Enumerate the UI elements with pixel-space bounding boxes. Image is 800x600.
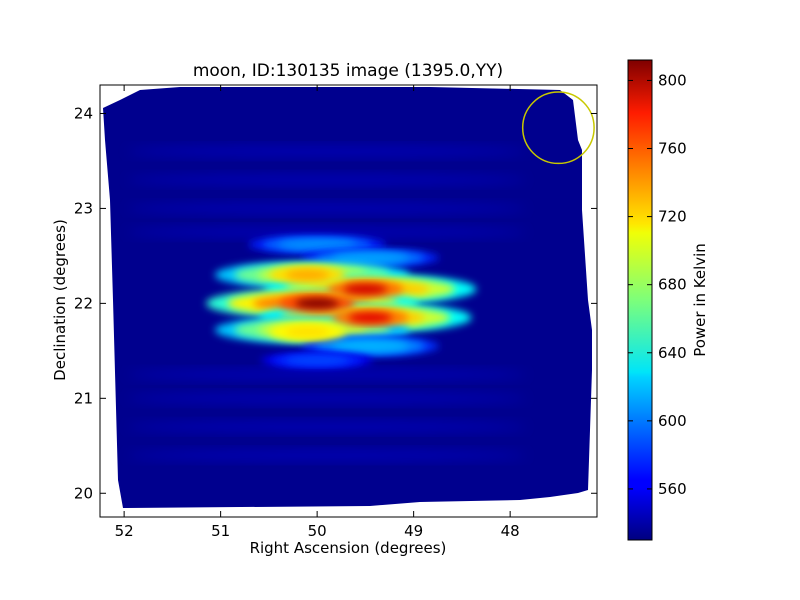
x-axis-label: Right Ascension (degrees) bbox=[250, 539, 447, 557]
emission-peak bbox=[343, 284, 388, 295]
y-tick-label: 24 bbox=[74, 104, 93, 122]
colorbar-tick-label: 800 bbox=[658, 71, 687, 89]
chart-title: moon, ID:130135 image (1395.0,YY) bbox=[193, 61, 503, 81]
fringe-stripe bbox=[126, 227, 527, 238]
emission-stripe bbox=[278, 239, 356, 250]
x-tick-label: 48 bbox=[501, 522, 520, 540]
plot-area bbox=[100, 85, 597, 517]
y-axis: 20 21 22 23 24 bbox=[74, 104, 597, 502]
emission-peak bbox=[295, 298, 340, 309]
fringe-stripe bbox=[126, 369, 527, 380]
colorbar-tick-label: 560 bbox=[658, 480, 687, 498]
colorbar-tick-label: 760 bbox=[658, 140, 687, 158]
fringe-stripe bbox=[126, 393, 527, 404]
fringe-stripes bbox=[126, 146, 527, 461]
y-tick-label: 20 bbox=[74, 484, 93, 502]
emission-stripe bbox=[331, 340, 409, 352]
y-tick-label: 23 bbox=[74, 199, 93, 217]
x-tick-label: 50 bbox=[308, 522, 327, 540]
x-tick-label: 52 bbox=[115, 522, 134, 540]
fringe-stripe bbox=[126, 421, 527, 432]
colorbar-label: Power in Kelvin bbox=[691, 243, 709, 357]
colorbar-tick-label: 720 bbox=[658, 208, 687, 226]
emission-peak bbox=[285, 269, 330, 280]
x-axis: 52 51 50 49 48 bbox=[115, 85, 520, 540]
colorbar-tick-label: 680 bbox=[658, 276, 687, 294]
heatmap-emission bbox=[206, 235, 477, 368]
colorbar-tick-label: 640 bbox=[658, 344, 687, 362]
colorbar: 560 600 640 680 720 760 800 Power in Kelvin bbox=[627, 59, 709, 541]
emission-stripe bbox=[285, 356, 349, 365]
fringe-stripe bbox=[126, 203, 527, 214]
colorbar-ticks: 560 600 640 680 720 760 800 bbox=[628, 71, 687, 498]
beam-circle-annotation bbox=[521, 91, 595, 165]
colorbar-tick-label: 600 bbox=[658, 412, 687, 430]
y-tick-label: 21 bbox=[74, 389, 93, 407]
fringe-stripe bbox=[126, 146, 527, 157]
y-axis-label: Declination (degrees) bbox=[51, 219, 69, 381]
plot-frame bbox=[99, 84, 598, 518]
x-tick-label: 51 bbox=[211, 522, 230, 540]
fringe-stripe bbox=[126, 450, 527, 461]
y-tick-label: 22 bbox=[74, 294, 93, 312]
colorbar-gradient bbox=[627, 59, 653, 541]
x-tick-label: 49 bbox=[404, 522, 423, 540]
fringe-stripe bbox=[126, 174, 527, 185]
emission-peak bbox=[285, 326, 330, 337]
emission-peak bbox=[348, 312, 393, 323]
emission-stripe bbox=[331, 252, 409, 263]
